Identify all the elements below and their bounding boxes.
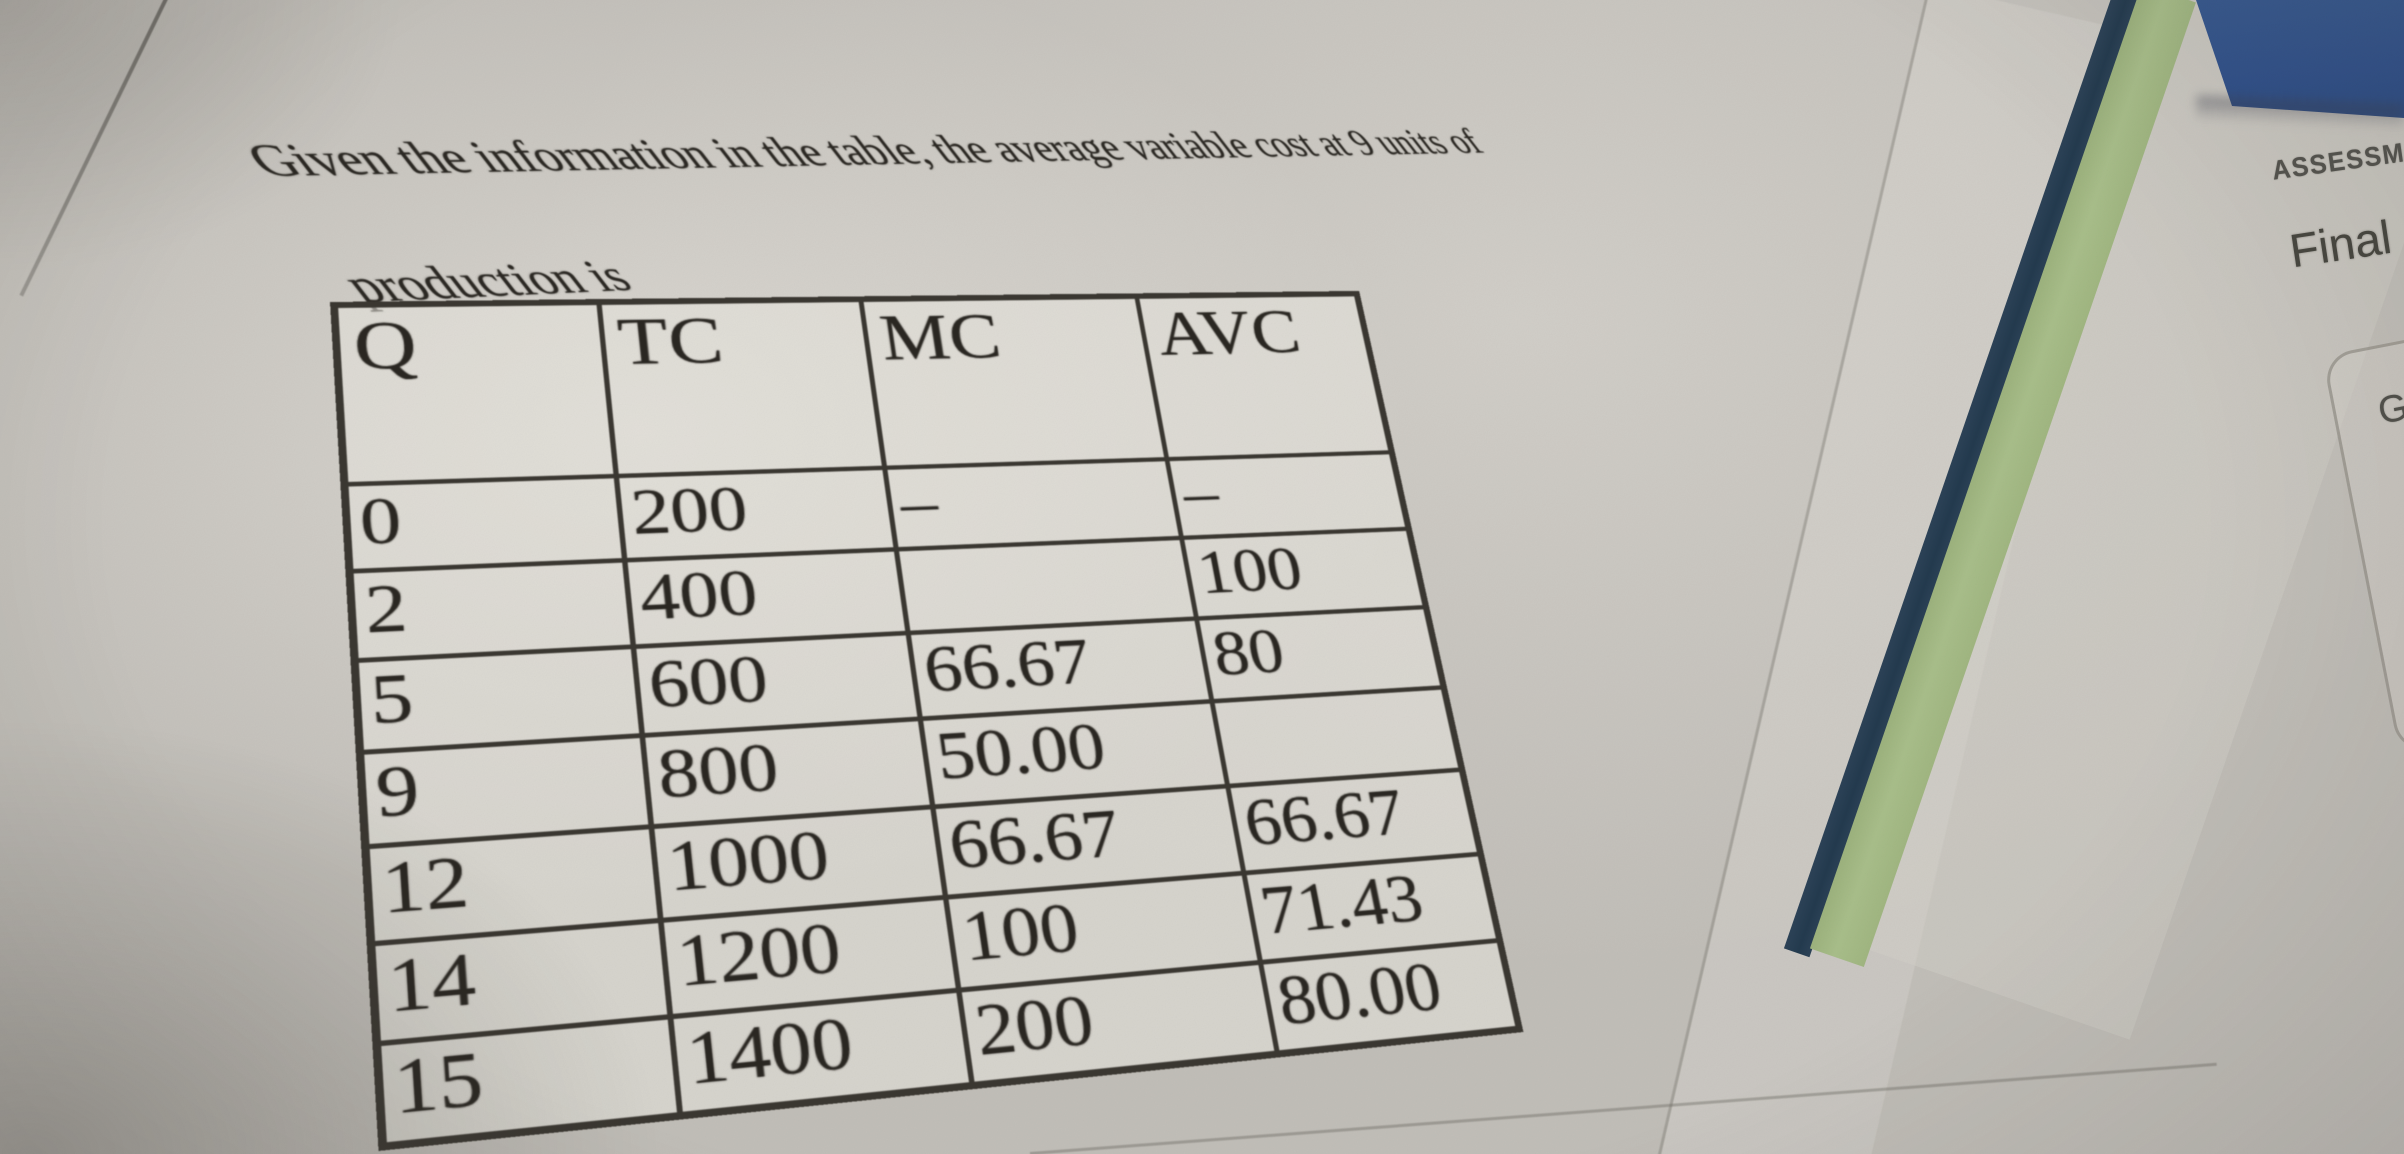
glossary-button-label: Gl (2375, 384, 2404, 433)
table-cell (896, 538, 1196, 633)
table-cell: – (885, 459, 1182, 549)
table-cell: 2 (349, 560, 633, 660)
cost-table: Q TC MC AVC 0 200– –2 400 100 5 600 66.67 80 9 800 50.… (330, 291, 1523, 1151)
cost-table-header: Q TC MC AVC (334, 294, 1392, 485)
table-cell: 0 (344, 476, 624, 571)
table-header-cell: TC (599, 299, 885, 476)
table-cell: 400 (625, 549, 908, 646)
table-cell: 200 (616, 468, 896, 560)
table-header-cell: AVC (1137, 294, 1392, 459)
table-cell: 100 (1182, 529, 1426, 619)
cost-table-body: 0 200– –2 400 100 5 600 66.67 80 9 800 50.00 12 1000 6… (344, 452, 1519, 1146)
table-header-row: Q TC MC AVC (334, 294, 1392, 485)
page-edge-line-left (19, 0, 175, 297)
photo-of-screen: Given the information in the table, the … (0, 0, 2404, 1154)
page-bottom-rule (1030, 1063, 2217, 1154)
table-header-cell: Q (334, 302, 616, 484)
table-cell: 600 (633, 633, 920, 736)
table-cell: 80 (1197, 607, 1444, 701)
table-cell: 5 (355, 647, 643, 753)
table-cell: – (1167, 452, 1409, 538)
table-header-cell: MC (861, 296, 1167, 468)
